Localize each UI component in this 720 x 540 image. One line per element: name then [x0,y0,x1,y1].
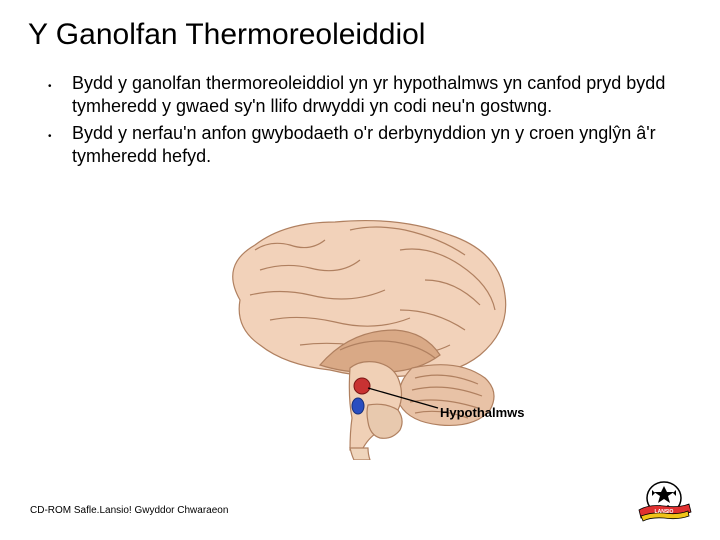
logo: LANSIO [634,480,694,524]
bullet-text: Bydd y ganolfan thermoreoleiddiol yn yr … [72,72,680,118]
bullet-icon: • [48,82,54,92]
page-title: Y Ganolfan Thermoreoleiddiol [0,0,720,52]
bullet-list: • Bydd y ganolfan thermoreoleiddiol yn y… [0,52,720,168]
hypothalamus-label: Hypothalmws [440,405,525,420]
brain-diagram [200,210,530,460]
footer-text: CD-ROM Safle.Lansio! Gwyddor Chwaraeon [30,505,228,516]
list-item: • Bydd y ganolfan thermoreoleiddiol yn y… [48,72,680,118]
bullet-text: Bydd y nerfau'n anfon gwybodaeth o'r der… [72,122,680,168]
svg-text:LANSIO: LANSIO [655,509,674,515]
list-item: • Bydd y nerfau'n anfon gwybodaeth o'r d… [48,122,680,168]
bullet-icon: • [48,132,54,142]
